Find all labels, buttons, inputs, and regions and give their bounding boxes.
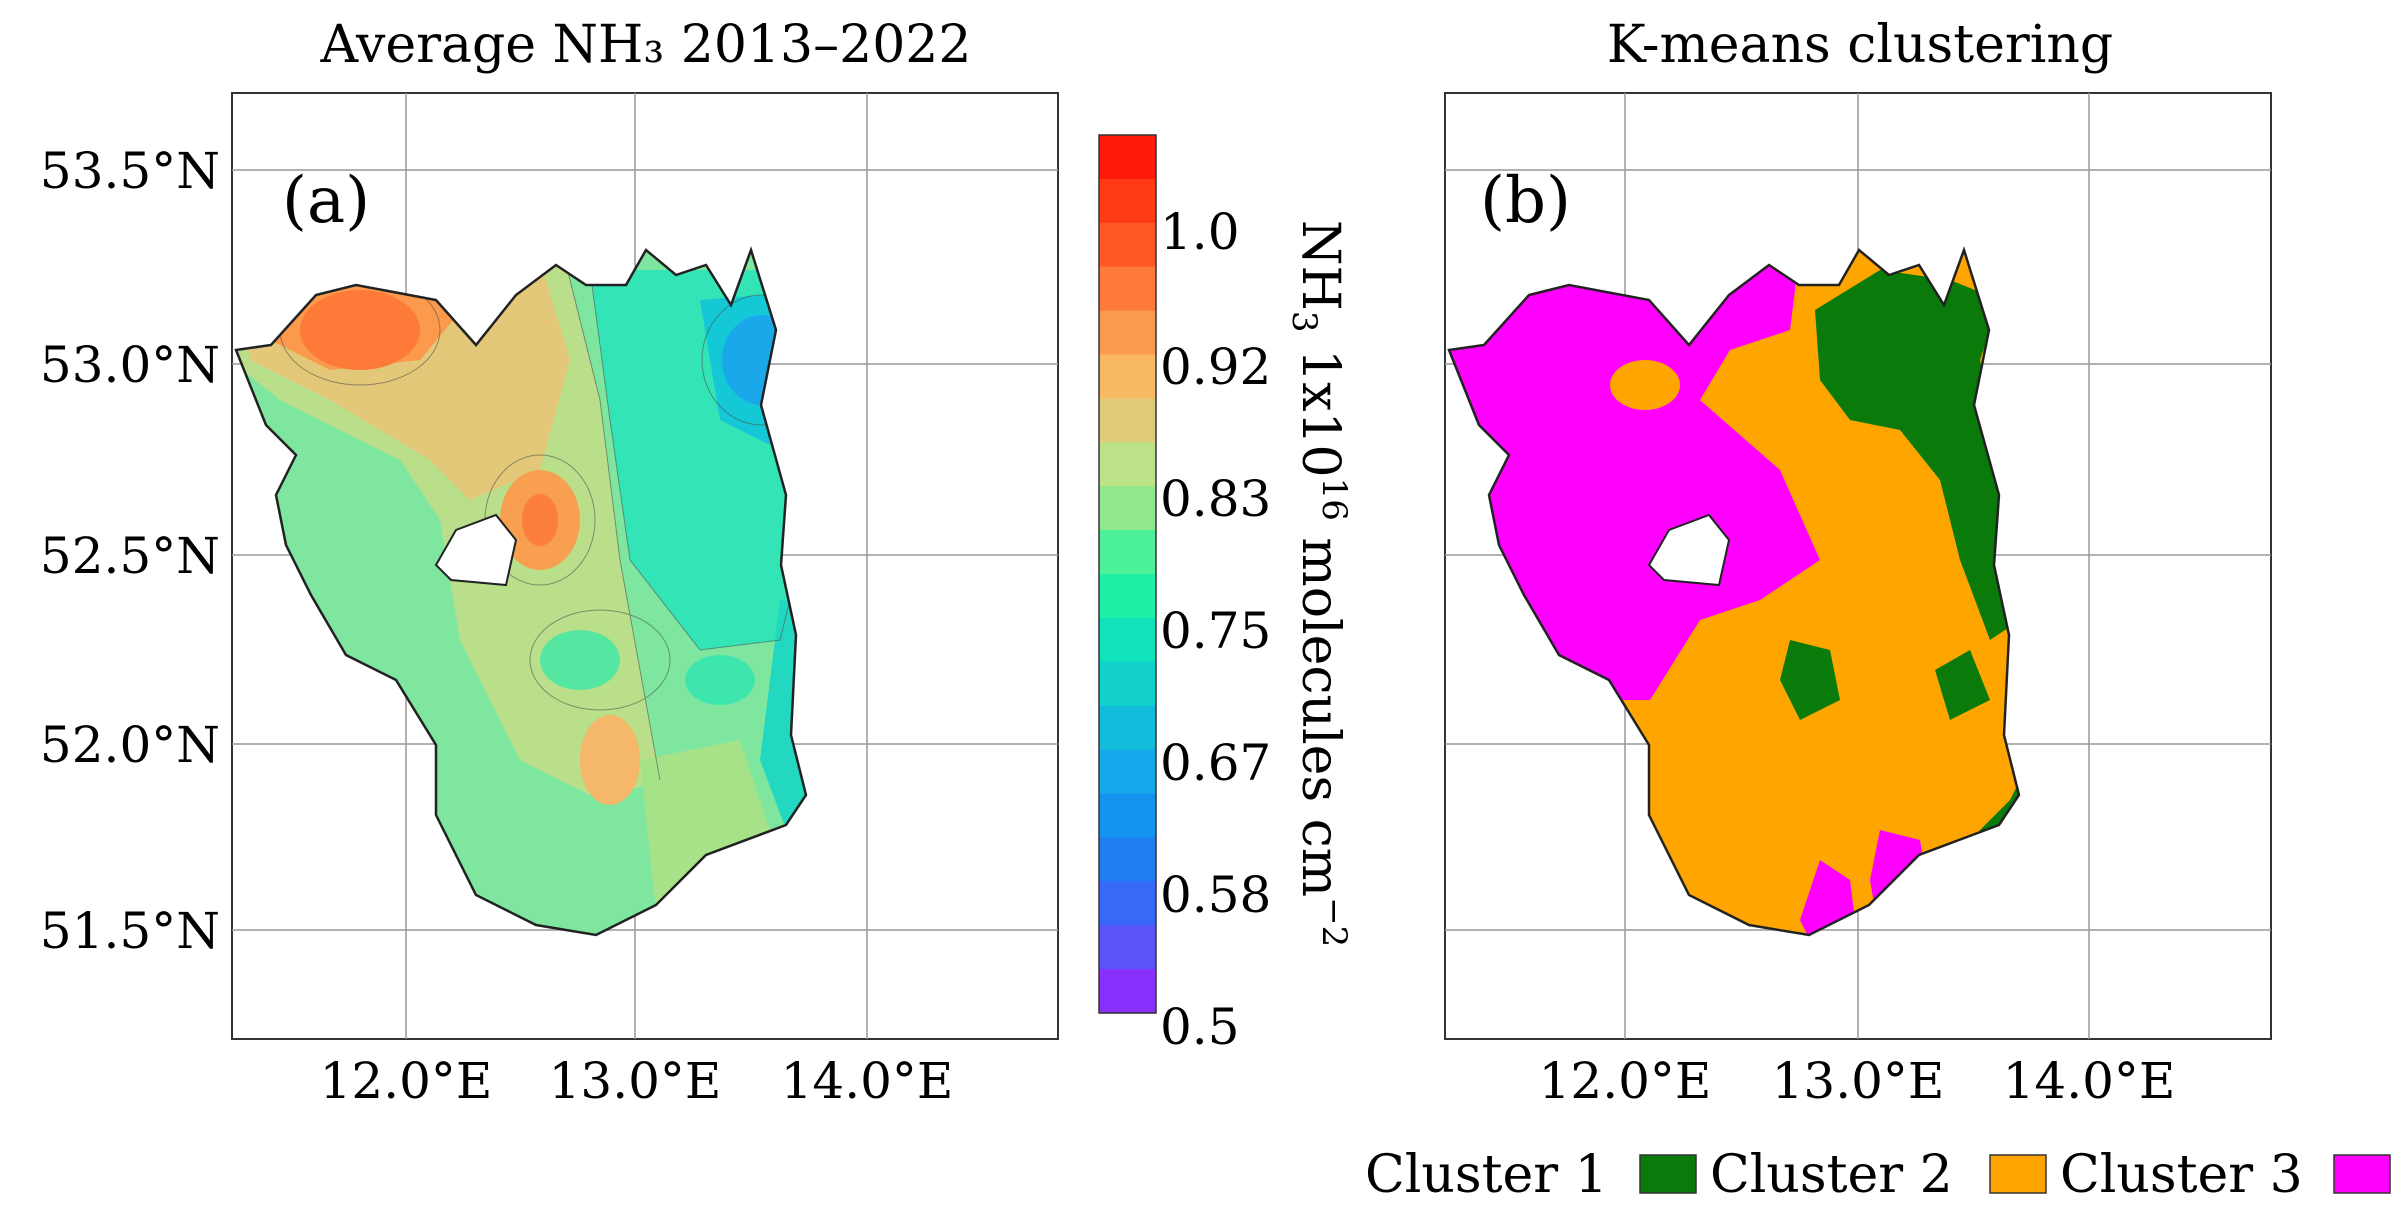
colorbar-swatch (1099, 442, 1156, 487)
lon-label: 14.0°E (781, 1052, 954, 1110)
panel-a-title: Average NH₃ 2013–2022 (320, 15, 972, 75)
colorbar-swatches (1099, 135, 1156, 1014)
lon-label: 13.0°E (1772, 1052, 1945, 1110)
legend-swatch-cluster-1 (1639, 1154, 1697, 1194)
panel-a-label: (a) (282, 164, 370, 238)
colorbar-tick: 0.58 (1160, 866, 1271, 924)
lon-label: 12.0°E (1539, 1052, 1712, 1110)
colorbar-swatch (1099, 354, 1156, 399)
lat-axis-labels: 53.5°N 53.0°N 52.5°N 52.0°N 51.5°N (40, 142, 220, 960)
colorbar-swatch (1099, 925, 1156, 970)
lat-label: 51.5°N (40, 902, 220, 960)
colorbar-swatch (1099, 398, 1156, 443)
panel-b: K-means clustering (1365, 15, 2391, 1205)
colorbar-swatch (1099, 310, 1156, 356)
colorbar-swatch (1099, 178, 1156, 224)
colorbar-swatch (1099, 530, 1156, 575)
colorbar-swatch (1099, 705, 1156, 751)
colorbar-swatch (1099, 661, 1156, 707)
colorbar-label: NH3 1x1016 molecules cm−2 (1284, 220, 1354, 947)
colorbar-tick: 0.83 (1160, 470, 1271, 528)
colorbar-swatch (1099, 486, 1156, 531)
lon-label: 14.0°E (2003, 1052, 2176, 1110)
legend-label-cluster-2: Cluster 2 (1710, 1145, 1953, 1205)
colorbar-swatch (1099, 617, 1156, 663)
lat-label: 52.5°N (40, 527, 220, 585)
colorbar-swatch (1099, 574, 1156, 619)
panel-b-title: K-means clustering (1607, 15, 2113, 75)
lon-axis-labels-a: 12.0°E 13.0°E 14.0°E (320, 1052, 954, 1110)
colorbar: 1.0 0.92 0.83 0.75 0.67 0.58 0.5 NH3 1x1… (1098, 134, 1354, 1056)
colorbar-tick: 1.0 (1160, 203, 1240, 261)
colorbar-swatch (1099, 135, 1156, 180)
colorbar-label-exp16: 16 (1314, 478, 1354, 521)
colorbar-ticks: 1.0 0.92 0.83 0.75 0.67 0.58 0.5 (1160, 203, 1271, 1056)
panel-b-label: (b) (1480, 164, 1571, 238)
lon-label: 13.0°E (549, 1052, 722, 1110)
colorbar-tick: 0.92 (1160, 338, 1271, 396)
colorbar-swatch (1099, 749, 1156, 795)
colorbar-label-units: molecules cm (1290, 521, 1350, 897)
lat-label: 53.0°N (40, 336, 220, 394)
panel-a: Average NH₃ 2013–2022 (40, 15, 1354, 1110)
colorbar-swatch (1099, 222, 1156, 268)
colorbar-label-exp-2: −2 (1314, 897, 1354, 947)
legend-label-cluster-1: Cluster 1 (1365, 1145, 1608, 1205)
colorbar-swatch (1099, 793, 1156, 838)
cluster-legend: Cluster 1 Cluster 2 Cluster 3 (1365, 1145, 2391, 1205)
colorbar-swatch (1099, 837, 1156, 882)
legend-label-cluster-3: Cluster 3 (2060, 1145, 2303, 1205)
colorbar-swatch (1099, 969, 1156, 1014)
lat-label: 53.5°N (40, 142, 220, 200)
colorbar-swatch (1099, 881, 1156, 926)
colorbar-label-scale: 1x10 (1290, 333, 1350, 478)
lon-label: 12.0°E (320, 1052, 493, 1110)
colorbar-tick: 0.5 (1160, 998, 1240, 1056)
colorbar-swatch (1099, 266, 1156, 312)
lon-axis-labels-b: 12.0°E 13.0°E 14.0°E (1539, 1052, 2176, 1110)
colorbar-label-nh: NH (1290, 220, 1350, 311)
colorbar-tick: 0.67 (1160, 734, 1271, 792)
legend-swatch-cluster-3 (2333, 1154, 2391, 1194)
colorbar-frame (1098, 134, 1157, 1014)
colorbar-tick: 0.75 (1160, 602, 1271, 660)
colorbar-label-sub3: 3 (1284, 311, 1324, 333)
legend-swatch-cluster-2 (1989, 1154, 2047, 1194)
lat-label: 52.0°N (40, 716, 220, 774)
